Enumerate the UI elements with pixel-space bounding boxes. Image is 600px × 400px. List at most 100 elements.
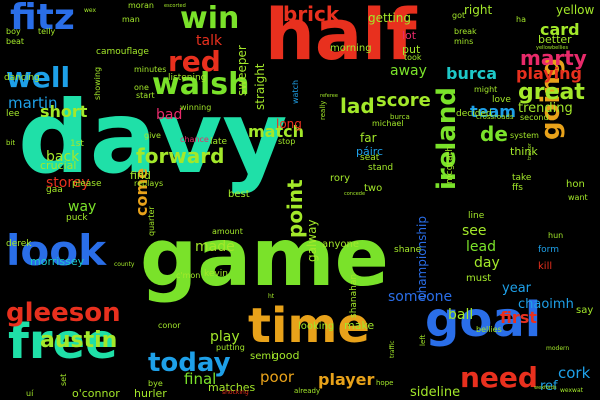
word-start: start [136,91,155,100]
word-stop: stop [278,137,296,146]
word-hope: hope [376,379,394,387]
word-chaoimh: chaoimh [518,297,574,312]
word-win: win [180,1,240,36]
word-gaa: gaa [46,185,63,195]
word-took: took [404,53,422,62]
word-team: team [470,102,516,121]
word-stand: stand [368,163,394,173]
word-need: need [460,361,538,394]
word-mins: mins [454,37,474,46]
word-someone: someone [388,289,453,305]
word-semi: semi [250,351,274,362]
word-quarter: quarter [147,206,156,236]
word-kevin: kevin [204,269,228,279]
word-ha: ha [516,15,526,24]
word-back: back [46,149,80,165]
word-cork: cork [558,364,591,382]
word-forward: forward [136,144,225,168]
word-free: free [8,314,118,370]
word-ffs: ffs [512,183,523,193]
word-traffic: traffic [389,340,396,358]
word-lead: lead [466,239,496,255]
word-good: good [272,349,300,362]
word-burca: burca [446,64,498,83]
word-shanahan: shanahan [349,273,359,318]
word-bad: bad [156,107,183,123]
word-year: year [502,281,532,296]
word-wexwat: wexwat [560,387,583,394]
word-well: well [6,61,71,94]
word-right: right [464,3,493,17]
word-two: two [364,183,383,194]
word-great: great [518,80,585,105]
word-say: say [576,305,594,316]
word-kill: kill [538,261,553,272]
word-goal: goal [425,292,542,348]
word-crossroads: crossroads [476,113,514,121]
word-player: player [318,370,375,389]
word-form: form [538,245,559,255]
word-anyone: anyone [322,239,359,250]
word-hun: hun [548,231,564,240]
word-put: put [402,43,421,56]
word-want: want [568,193,588,202]
word-point: point [283,179,307,238]
word-bye: bye [148,379,163,388]
word-championship: championship [415,216,429,300]
word-poor: poor [260,368,295,386]
word-watch: watch [291,79,300,104]
word-morning: morning [330,43,372,54]
word-talk: talk [196,33,223,49]
word-fitz: fitz [10,0,75,38]
word-first: first [500,308,537,327]
word-might: might [474,85,498,94]
word-hurler: hurler [134,387,167,400]
word-referee: referee [320,93,338,99]
word-burca2: burca [390,113,410,121]
word-card: card [540,20,580,39]
word-o-connor: o'connor [72,387,120,400]
word-listening: listening [168,73,207,83]
word-left: left [419,334,427,346]
word-minutes: minutes [134,65,167,74]
word-ht: ht [268,293,275,300]
word-modern: modern [546,345,570,352]
word-moran: moran [128,1,154,10]
word-made: made [195,239,235,255]
word-getting: getting [368,11,411,25]
word-gleeson: gleeson [6,298,121,328]
word-crucial: crucial [40,159,77,172]
word-1st: 1st [70,139,84,149]
word-looking: looking [298,321,335,332]
word-wex: wex [84,7,97,14]
word-escorted: escorted [164,3,186,9]
word-best: best [228,189,250,200]
word-score: score [376,90,431,111]
word-lot: lot [402,29,417,42]
word-must: must [466,273,492,284]
word-today: today [148,348,231,378]
word-lee: lee [6,109,20,119]
word-morrissey: morrissey [30,255,85,268]
word-see: see [462,223,487,239]
word-c-mon: c'mon [176,271,201,280]
word-davy: davy [18,79,288,196]
word-system: system [510,131,539,140]
word-putting: putting [216,343,245,352]
word-way: way [68,199,97,215]
word-storey: storey [46,175,90,191]
word-replays: replays [134,179,164,188]
word-matches: matches [208,381,256,394]
word-sideline: sideline [410,385,461,400]
word-walsh: walsh [152,67,250,102]
word-lad: lad [340,94,375,118]
word-late: late [210,137,228,147]
word-puck: puck [66,213,88,223]
word-shane: shane [394,245,422,255]
word-set: set [59,373,68,386]
word-already: already [294,387,321,395]
word-day: day [474,255,500,271]
word-really: really [319,100,327,120]
word-one: one [134,83,149,92]
